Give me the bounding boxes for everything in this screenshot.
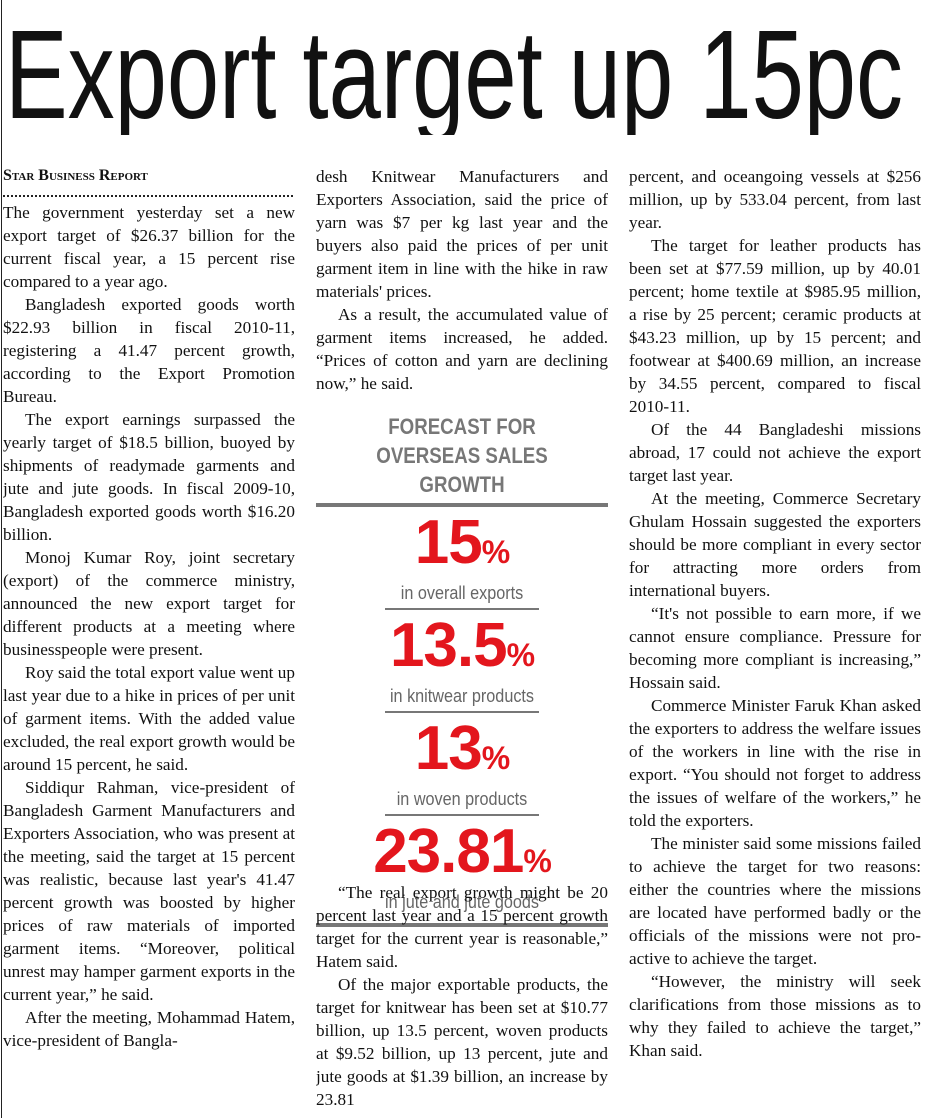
thick-rule xyxy=(316,503,608,507)
dotted-rule xyxy=(3,187,293,197)
separator xyxy=(385,814,539,816)
infographic-title: OVERSEAS SALES GROWTH xyxy=(376,443,548,497)
paragraph: The minister said some missions failed t… xyxy=(629,834,921,968)
stat-value: 15 xyxy=(414,508,483,577)
column: Star Business Report The government yest… xyxy=(3,165,295,1115)
column-rule xyxy=(1,0,2,1118)
stat-number: 15% xyxy=(316,512,608,582)
stat: 13% in woven products xyxy=(316,718,608,810)
byline: Star Business Report xyxy=(3,167,148,184)
stat-unit: % xyxy=(481,534,510,570)
stat-number: 23.81% xyxy=(316,821,608,891)
paragraph: desh Knitwear Manufacturers and Exporter… xyxy=(316,167,608,301)
stat-value: 23.81 xyxy=(373,817,524,886)
paragraph: The export earnings surpassed the yearly… xyxy=(3,410,295,544)
stat-label: in jute and jute goods xyxy=(384,892,540,912)
stat: 23.81% in jute and jute goods xyxy=(316,821,608,913)
stat: 13.5% in knitwear products xyxy=(316,615,608,707)
paragraph: The government yesterday set a new expor… xyxy=(3,203,295,291)
stat-value: 13.5 xyxy=(389,611,508,680)
separator xyxy=(385,711,539,713)
paragraph: Of the 44 Bangladeshi missions abroad, 1… xyxy=(629,420,921,485)
paragraph: Roy said the total export value went up … xyxy=(3,663,295,774)
infographic: FORECAST FOR OVERSEAS SALES GROWTH 15% in o… xyxy=(316,412,608,927)
paragraph: percent, and oceangoing vessels at $256 … xyxy=(629,167,921,232)
stat-value: 13 xyxy=(414,714,483,783)
separator xyxy=(385,608,539,610)
paragraph: “However, the ministry will seek clarifi… xyxy=(629,972,921,1060)
stat-unit: % xyxy=(481,740,510,776)
stat-label: in woven products xyxy=(396,789,528,809)
headline: Export target up 15pc xyxy=(5,4,903,135)
column: percent, and oceangoing vessels at $256 … xyxy=(629,165,921,1115)
stat-unit: % xyxy=(523,843,551,879)
headline-box: Export target up 15pc xyxy=(5,4,903,135)
paragraph: As a result, the accumulated value of ga… xyxy=(316,305,608,393)
paragraph: At the meeting, Commerce Secretary Ghula… xyxy=(629,489,921,600)
stat-unit: % xyxy=(506,637,535,673)
thick-rule xyxy=(316,923,608,927)
column: “The real export growth might be 20 perc… xyxy=(316,881,608,1116)
paragraph: After the meeting, Mohammad Hatem, vice-… xyxy=(3,1008,295,1050)
paragraph: “It's not possible to earn more, if we c… xyxy=(629,604,921,692)
paragraph: Of the major exportable products, the ta… xyxy=(316,975,608,1109)
paragraph: The target for leather products has been… xyxy=(629,236,921,416)
paragraph: Siddiqur Rahman, vice-president of Bangl… xyxy=(3,778,295,1004)
stat-label: in knitwear products xyxy=(389,686,535,706)
paragraph: Commerce Minister Faruk Khan asked the e… xyxy=(629,696,921,830)
stat-number: 13% xyxy=(316,718,608,788)
infographic-title: FORECAST FOR xyxy=(388,414,536,439)
stat-number: 13.5% xyxy=(316,615,608,685)
paragraph: Bangladesh exported goods worth $22.93 b… xyxy=(3,295,295,406)
paragraph: Monoj Kumar Roy, joint secretary (export… xyxy=(3,548,295,659)
stat: 15% in overall exports xyxy=(316,512,608,604)
paragraph: “The real export growth might be 20 perc… xyxy=(316,883,608,971)
column: desh Knitwear Manufacturers and Exporter… xyxy=(316,165,608,400)
stat-label: in overall exports xyxy=(400,583,524,603)
